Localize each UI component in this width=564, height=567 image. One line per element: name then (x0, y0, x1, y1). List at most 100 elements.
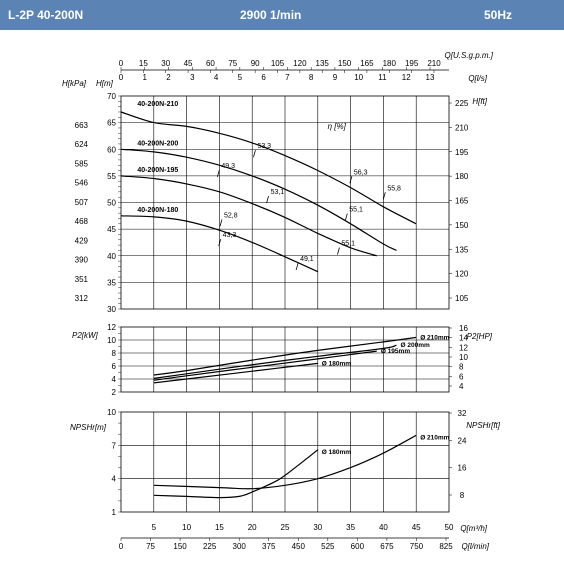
power-curve-label: Ø 200mm (401, 342, 430, 349)
efficiency-tick-mark (219, 219, 223, 227)
efficiency-value-label: 49,3 (221, 163, 235, 170)
efficiency-tick-mark (266, 195, 269, 204)
head-y-tick-ft: 105 (455, 294, 469, 303)
head-y-tick-m: 55 (107, 172, 116, 181)
power-curve-Ø 180mm (153, 362, 318, 384)
head-y-tick-ft: 150 (455, 221, 469, 230)
head-y-tick-ft: 195 (455, 148, 469, 157)
usgpm-tick-label: 60 (206, 59, 215, 68)
usgpm-tick-label: 45 (184, 59, 193, 68)
head-y-tick-m: 70 (107, 92, 116, 101)
usgpm-tick-label: 210 (427, 59, 441, 68)
efficiency-value-label: 52,8 (224, 212, 238, 219)
npsh-curve-label: Ø 180mm (322, 449, 351, 456)
npsh-y-tick-ft: 32 (458, 409, 467, 418)
speed-label: 2900 1/min (240, 8, 302, 22)
head-curve-40-200N-200 (120, 148, 397, 251)
x-tick-m3h: 10 (182, 523, 191, 532)
head-y-tick-kpa: 507 (75, 198, 89, 207)
head-m-axis-label: H[m] (96, 79, 114, 88)
ls-tick-label: 5 (238, 73, 243, 82)
m3h-axis-label: Q[m³/h] (460, 524, 487, 533)
ls-tick-label: 0 (119, 73, 124, 82)
lmin-tick-label: 375 (262, 542, 276, 551)
power-y-tick-hp: 10 (459, 353, 468, 362)
usgpm-tick-label: 15 (139, 59, 148, 68)
usgpm-tick-label: 75 (228, 59, 237, 68)
head-y-tick-m: 30 (107, 305, 116, 314)
efficiency-value-label: 43,3 (223, 232, 237, 239)
efficiency-tick-mark (216, 169, 220, 177)
power-curve-label: Ø 210mm (420, 334, 449, 341)
efficiency-tick-mark (344, 213, 348, 221)
head-curve-40-200N-210 (120, 111, 417, 225)
power-hp-axis-label: P2[HP] (467, 332, 493, 341)
lmin-tick-label: 525 (321, 542, 335, 551)
npsh-curve-label: Ø 210mm (420, 434, 449, 441)
head-y-tick-kpa: 429 (75, 236, 89, 245)
usgpm-tick-label: 105 (271, 59, 285, 68)
efficiency-value-label: 55,8 (387, 185, 401, 192)
efficiency-tick-mark (253, 150, 256, 158)
ls-tick-label: 10 (354, 73, 363, 82)
efficiency-tick-mark (295, 262, 299, 271)
head-curve-label: 40-200N-195 (137, 167, 178, 174)
head-ft-axis-label: H[ft] (472, 97, 487, 106)
npsh-curve-Ø 210mm (153, 434, 417, 490)
efficiency-value-label: 55,1 (349, 207, 363, 214)
lmin-tick-label: 600 (351, 542, 365, 551)
power-y-tick-hp: 16 (459, 324, 468, 333)
lmin-tick-label: 750 (410, 542, 424, 551)
efficiency-value-label: 53,1 (271, 189, 285, 196)
efficiency-value-label: 53,3 (257, 143, 271, 150)
x-tick-m3h: 50 (445, 523, 454, 532)
usgpm-tick-label: 30 (161, 59, 170, 68)
efficiency-tick-mark (349, 176, 353, 184)
head-curve-40-200N-195 (120, 175, 377, 257)
ls-tick-label: 13 (426, 73, 435, 82)
x-tick-m3h: 5 (152, 523, 157, 532)
frequency-label: 50Hz (484, 8, 513, 22)
lmin-tick-label: 150 (173, 542, 187, 551)
efficiency-tick-mark (337, 247, 340, 255)
power-y-tick-hp: 12 (459, 343, 468, 352)
head-curve-40-200N-180 (120, 215, 319, 273)
head-y-tick-kpa: 663 (75, 121, 89, 130)
head-y-tick-m: 40 (107, 252, 116, 261)
x-tick-m3h: 35 (346, 523, 355, 532)
head-y-tick-ft: 165 (455, 197, 469, 206)
lmin-tick-label: 300 (233, 542, 247, 551)
ls-tick-label: 4 (214, 73, 219, 82)
power-curve-Ø 200mm (153, 344, 397, 379)
x-tick-m3h: 20 (248, 523, 257, 532)
ls-tick-label: 9 (333, 73, 338, 82)
lmin-tick-label: 75 (146, 542, 155, 551)
x-tick-m3h: 40 (379, 523, 388, 532)
head-y-tick-ft: 225 (455, 99, 469, 108)
x-tick-m3h: 15 (215, 523, 224, 532)
head-y-tick-m: 35 (107, 278, 116, 287)
head-y-tick-kpa: 546 (75, 179, 89, 188)
head-y-tick-ft: 180 (455, 172, 469, 181)
head-y-tick-kpa: 351 (75, 275, 89, 284)
efficiency-value-label: 55,1 (341, 241, 355, 248)
power-curve-label: Ø 180mm (322, 360, 351, 367)
head-y-tick-m: 60 (107, 145, 116, 154)
usgpm-tick-label: 120 (293, 59, 307, 68)
efficiency-tick-mark (218, 239, 222, 247)
npsh-curve-Ø 180mm (153, 449, 319, 499)
power-y-tick-hp: 8 (459, 363, 464, 372)
pump-model-title: L-2P 40-200N (8, 8, 84, 22)
x-tick-m3h: 25 (281, 523, 290, 532)
usgpm-tick-label: 180 (383, 59, 397, 68)
usgpm-tick-label: 0 (119, 59, 124, 68)
ls-tick-label: 7 (285, 73, 290, 82)
ls-tick-label: 6 (261, 73, 266, 82)
head-y-tick-kpa: 390 (75, 256, 89, 265)
head-y-tick-kpa: 585 (75, 159, 89, 168)
usgpm-tick-label: 90 (251, 59, 260, 68)
usgpm-tick-label: 150 (338, 59, 352, 68)
chart-header: L-2P 40-200N 2900 1/min 50Hz (0, 0, 564, 30)
head-y-tick-kpa: 624 (75, 140, 89, 149)
npsh-y-tick-ft: 24 (458, 436, 467, 445)
